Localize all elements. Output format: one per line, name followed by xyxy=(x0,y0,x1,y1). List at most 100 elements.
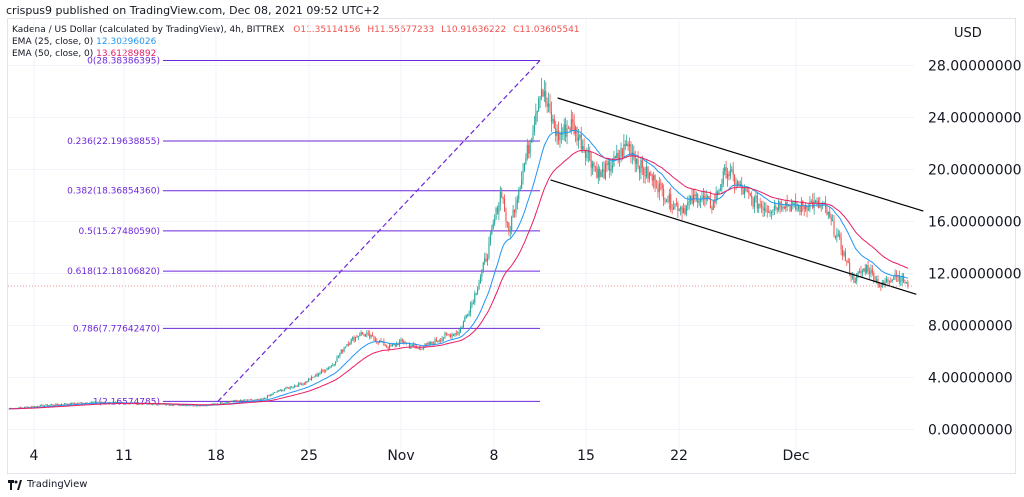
candle-body xyxy=(25,406,27,408)
candle-body xyxy=(354,336,357,341)
candle-body xyxy=(557,130,560,141)
candle-body xyxy=(235,400,237,401)
candle xyxy=(315,374,317,378)
candle xyxy=(660,179,662,191)
candle-body xyxy=(340,349,342,354)
candle xyxy=(329,366,331,369)
legend-ema50-row[interactable]: EMA (50, close, 0) 13.61289892 xyxy=(12,48,584,60)
candle xyxy=(729,163,731,180)
candle-body xyxy=(717,191,719,195)
candle-body xyxy=(901,275,903,281)
candle-body xyxy=(465,315,467,318)
candle xyxy=(492,219,494,230)
candle-body xyxy=(522,170,524,180)
candle-body xyxy=(445,333,447,335)
candle xyxy=(234,399,236,402)
candle-body xyxy=(293,385,295,388)
candle xyxy=(332,362,334,367)
candle-body xyxy=(187,405,189,407)
candle xyxy=(428,341,430,346)
candle xyxy=(505,207,507,228)
candle-body xyxy=(620,148,622,157)
candle xyxy=(478,279,480,291)
candle xyxy=(518,186,520,203)
candle xyxy=(222,402,224,405)
candle-body xyxy=(803,205,805,210)
candle-body xyxy=(239,399,242,402)
candle xyxy=(866,264,868,275)
candle-body xyxy=(299,383,301,385)
candle xyxy=(619,150,621,167)
candle-body xyxy=(725,167,727,179)
candle xyxy=(770,210,773,220)
candle-body xyxy=(188,405,190,407)
candle xyxy=(592,160,594,175)
candle-body xyxy=(352,337,354,340)
candle-body xyxy=(498,202,500,214)
candle xyxy=(661,182,663,197)
candle-body xyxy=(646,166,648,177)
candle xyxy=(291,386,293,388)
candle-body xyxy=(258,399,260,400)
candle xyxy=(460,326,462,334)
candle-body xyxy=(63,403,65,405)
candle xyxy=(450,333,452,339)
fib-level-label-4: 0.618(12.18106820) xyxy=(67,267,160,277)
candle xyxy=(266,394,268,399)
candle-body xyxy=(492,223,494,229)
candle-body xyxy=(217,403,219,405)
candle-body xyxy=(572,119,574,123)
candle xyxy=(680,205,682,216)
candle-body xyxy=(614,156,616,158)
candle xyxy=(665,198,668,203)
candle xyxy=(34,406,36,408)
candle-body xyxy=(69,402,71,405)
candle xyxy=(312,376,314,379)
candle-body xyxy=(183,404,185,406)
candle xyxy=(231,400,233,403)
candle-body xyxy=(433,343,435,345)
candle-body xyxy=(661,183,663,189)
candle xyxy=(827,211,829,220)
candle xyxy=(549,94,551,114)
candle-body xyxy=(283,389,286,391)
ema50-value: 13.61289892 xyxy=(96,49,157,59)
candle-body xyxy=(883,281,885,284)
candle-body xyxy=(815,200,817,203)
candle xyxy=(719,184,721,192)
candle xyxy=(813,192,815,215)
candle-body xyxy=(744,188,746,195)
candle xyxy=(893,276,895,280)
candle xyxy=(356,334,358,338)
candle-body xyxy=(298,383,300,387)
footer-brand[interactable]: TradingView xyxy=(8,479,87,490)
candle-body xyxy=(542,89,544,97)
candle-body xyxy=(651,175,653,181)
candle xyxy=(685,205,687,217)
currency-label[interactable]: USD xyxy=(954,26,982,41)
candle-body xyxy=(664,199,666,202)
candle xyxy=(860,265,862,278)
candle xyxy=(509,225,511,238)
candle-body xyxy=(607,161,609,165)
candle xyxy=(363,333,365,337)
candle-body xyxy=(583,146,585,151)
candle xyxy=(60,403,63,405)
candle-body xyxy=(45,404,47,406)
candle xyxy=(726,167,729,187)
candle-body xyxy=(788,204,790,207)
candle xyxy=(891,279,893,283)
candle xyxy=(610,161,612,176)
candle-body xyxy=(546,103,548,107)
candle-body xyxy=(193,405,195,407)
candle xyxy=(468,310,470,317)
candle xyxy=(400,337,402,344)
legend-ema25-row[interactable]: EMA (25, close, 0) 12.30296026 xyxy=(12,36,584,48)
candle xyxy=(238,399,240,402)
chart-frame[interactable] xyxy=(7,18,1016,474)
candle-body xyxy=(752,198,754,207)
candle-body xyxy=(782,206,784,209)
candle xyxy=(447,333,449,336)
candle-body xyxy=(746,190,748,192)
